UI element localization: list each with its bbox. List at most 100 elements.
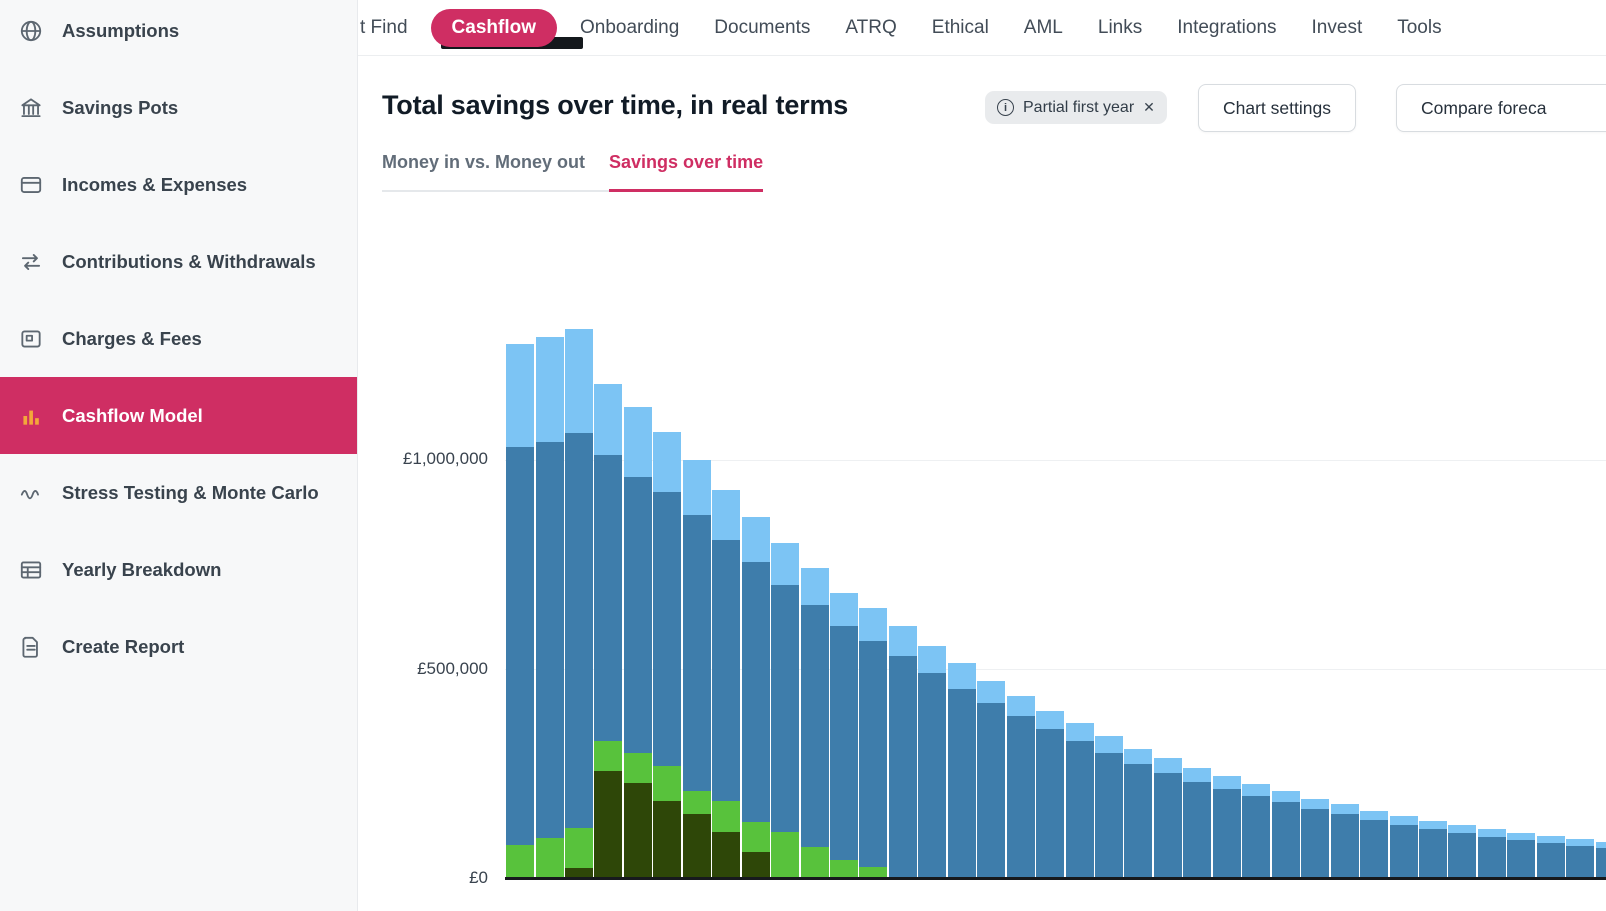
chart-bar[interactable] <box>771 543 799 879</box>
chart-bar[interactable] <box>564 329 593 879</box>
chart-segment-light-blue <box>1507 832 1536 840</box>
chart-segment-dark-blue <box>888 655 917 879</box>
chart-bar[interactable] <box>1330 804 1359 879</box>
sidebar-item-savings-pots[interactable]: Savings Pots <box>0 69 357 146</box>
nav-item-tools[interactable]: Tools <box>1397 16 1442 38</box>
chart-bar[interactable] <box>594 383 623 879</box>
badge-close-icon[interactable]: ✕ <box>1143 99 1155 115</box>
sidebar: Assumptions Savings Pots Incomes & Expense… <box>0 0 358 911</box>
chart-segment-dark-blue <box>977 702 1006 879</box>
chart-segment-green <box>859 866 888 880</box>
chart-bar[interactable] <box>1065 723 1094 879</box>
chart-bar[interactable] <box>918 645 947 879</box>
chart-segment-light-blue <box>682 459 711 515</box>
chart-bar[interactable] <box>1536 835 1565 879</box>
chart-segment-dark-blue <box>594 454 623 742</box>
chart-bar[interactable] <box>800 568 829 879</box>
sidebar-item-stress-testing-monte-carlo[interactable]: Stress Testing & Monte Carlo <box>0 454 357 531</box>
chart-bar[interactable] <box>859 607 888 880</box>
chart-bar[interactable] <box>1507 832 1536 879</box>
sidebar-item-charges-fees[interactable]: Charges & Fees <box>0 300 357 377</box>
chart-bar[interactable] <box>1418 820 1447 880</box>
nav-item-documents[interactable]: Documents <box>714 16 811 38</box>
chart-bar[interactable] <box>623 406 652 879</box>
chart-bar[interactable] <box>682 459 711 879</box>
y-axis-tick-label: £500,000 <box>417 658 488 678</box>
chart-bar[interactable] <box>1036 711 1065 879</box>
chart-bar[interactable] <box>1212 776 1241 879</box>
sidebar-item-yearly-breakdown[interactable]: Yearly Breakdown <box>0 531 357 608</box>
chart-segment-dark-blue <box>1212 789 1241 879</box>
chart-segment-light-blue <box>1095 736 1123 754</box>
nav-item-cashflow[interactable]: Cashflow <box>430 8 557 47</box>
chart-bar[interactable] <box>1595 841 1606 879</box>
tab-money-in-vs-money-out[interactable]: Money in vs. Money out <box>382 152 586 172</box>
chart-bar[interactable] <box>1360 810 1388 879</box>
chart-segment-light-blue <box>771 543 799 586</box>
chart-bar[interactable] <box>712 489 741 879</box>
chart-bar[interactable] <box>1448 824 1477 879</box>
chart-segment-light-blue <box>800 568 829 606</box>
chart-gridline <box>505 669 1606 670</box>
chart-bar[interactable] <box>977 680 1006 879</box>
nav-item-invest[interactable]: Invest <box>1311 16 1363 38</box>
sidebar-item-contributions-withdrawals[interactable]: Contributions & Withdrawals <box>0 223 357 300</box>
top-nav: t Find Cashflow Onboarding Documents ATRQ Eth… <box>358 0 1606 56</box>
sidebar-item-assumptions[interactable]: Assumptions <box>0 0 357 69</box>
chart-segment-dark-blue <box>1065 741 1094 879</box>
chart-bar[interactable] <box>1095 736 1123 879</box>
sidebar-item-label: Charges & Fees <box>62 327 202 349</box>
chart-bar[interactable] <box>1183 767 1212 880</box>
chart-segment-light-blue <box>506 343 534 447</box>
chart-segment-dark-blue <box>712 539 741 802</box>
chart-segment-dark-blue <box>1566 845 1595 879</box>
compare-forecasts-button[interactable]: Compare foreca <box>1396 84 1606 132</box>
nav-item-t-find[interactable]: t Find <box>360 16 408 38</box>
chart-bar[interactable] <box>1389 815 1418 879</box>
chart-bar[interactable] <box>1124 749 1153 879</box>
chart-bar[interactable] <box>1477 828 1506 879</box>
chart-segment-light-blue <box>977 680 1006 703</box>
nav-item-onboarding[interactable]: Onboarding <box>579 16 680 38</box>
sidebar-item-cashflow-model[interactable]: Cashflow Model <box>0 377 357 454</box>
chart-segment-light-blue <box>1006 695 1035 716</box>
nav-item-integrations[interactable]: Integrations <box>1177 16 1277 38</box>
nav-item-ethical[interactable]: Ethical <box>931 16 989 38</box>
chart-bar[interactable] <box>535 337 564 880</box>
sidebar-item-create-report[interactable]: Create Report <box>0 608 357 685</box>
chart-segment-dark-green <box>594 771 623 879</box>
chart-segment-dark-blue <box>1507 839 1536 879</box>
chart-segment-light-blue <box>947 662 976 689</box>
chart-bar[interactable] <box>1301 798 1330 880</box>
chart-bar[interactable] <box>1242 784 1271 879</box>
chart-bar[interactable] <box>1271 791 1300 879</box>
chart-bar[interactable] <box>1006 695 1035 879</box>
chart-bar[interactable] <box>1153 758 1182 879</box>
y-axis-tick-label: £1,000,000 <box>402 449 488 468</box>
nav-item-atrq[interactable]: ATRQ <box>845 16 897 38</box>
sidebar-item-incomes-expenses[interactable]: Incomes & Expenses <box>0 146 357 223</box>
transfer-arrows-icon <box>18 249 44 275</box>
chart-bar[interactable] <box>830 592 858 879</box>
chart-segment-green <box>594 741 623 772</box>
sidebar-item-label: Assumptions <box>62 19 180 41</box>
chart-settings-button[interactable]: Chart settings <box>1198 84 1356 132</box>
tab-savings-over-time[interactable]: Savings over time <box>609 152 764 192</box>
nav-item-aml[interactable]: AML <box>1023 16 1063 38</box>
chart-segment-green <box>535 837 564 880</box>
chart-segment-dark-green <box>564 868 593 879</box>
chart-bar[interactable] <box>947 662 976 879</box>
chart-segment-light-blue <box>741 517 770 563</box>
sidebar-item-label: Savings Pots <box>62 96 179 118</box>
chart-bar[interactable] <box>1566 838 1595 879</box>
chart-bar[interactable] <box>653 432 682 879</box>
partial-first-year-badge: i Partial first year ✕ <box>985 91 1167 124</box>
chart-bar[interactable] <box>741 517 770 880</box>
chart-bar[interactable] <box>506 343 534 880</box>
chart-segment-dark-blue <box>1006 715 1035 879</box>
chart-segment-dark-blue <box>1418 828 1447 880</box>
chart-bar[interactable] <box>888 625 917 880</box>
chart-segment-dark-blue <box>535 441 564 838</box>
sidebar-item-label: Create Report <box>62 635 185 657</box>
nav-item-links[interactable]: Links <box>1097 16 1143 38</box>
